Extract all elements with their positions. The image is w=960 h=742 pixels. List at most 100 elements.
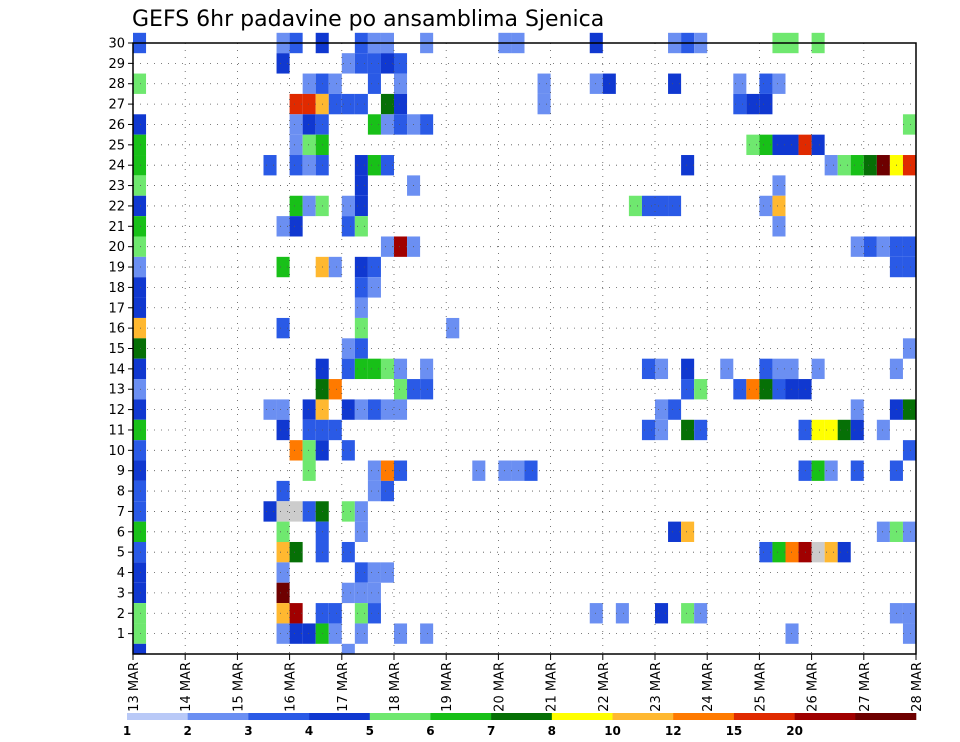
heatmap-cell [133, 155, 147, 176]
heatmap-cell [367, 155, 381, 176]
y-tick-label: 26 [108, 118, 125, 133]
heatmap-cell [394, 93, 408, 115]
heatmap-cell [394, 73, 408, 94]
heatmap-cell [354, 603, 368, 624]
y-tick-label: 17 [108, 301, 125, 316]
heatmap-cell [380, 480, 394, 502]
heatmap-cell [133, 562, 147, 583]
heatmap-cell [420, 114, 434, 135]
y-tick-label: 14 [108, 362, 125, 377]
heatmap-cell [420, 623, 434, 644]
heatmap-cell [876, 419, 890, 441]
heatmap-cell [302, 155, 316, 176]
heatmap-cell [328, 603, 342, 624]
heatmap-cell [341, 358, 355, 380]
x-tick-label: 16 MAR [284, 662, 299, 712]
x-tick-label: 20 MAR [492, 662, 507, 712]
heatmap-cell [394, 53, 408, 74]
heatmap-cell [341, 541, 355, 563]
y-tick-label: 2 [117, 607, 125, 622]
heatmap-cell [380, 460, 394, 481]
heatmap-cell [759, 134, 773, 156]
heatmap-cell [772, 379, 786, 400]
y-tick-label: 20 [108, 240, 125, 255]
heatmap-cell [133, 256, 147, 278]
heatmap-cell [276, 623, 290, 644]
heatmap-cell [380, 155, 394, 176]
heatmap-cell [902, 338, 916, 359]
heatmap-cell [354, 358, 368, 380]
heatmap-cell [785, 358, 799, 380]
heatmap-cell [263, 501, 277, 522]
heatmap-cell [354, 277, 368, 298]
heatmap-cell [759, 195, 773, 217]
heatmap-cell [759, 379, 773, 400]
heatmap-cell [276, 317, 290, 339]
y-tick-label: 28 [108, 77, 125, 92]
heatmap-cell [354, 317, 368, 339]
heatmap-cell [446, 317, 460, 339]
heatmap-cell [811, 134, 825, 156]
colorbar-segment [309, 713, 371, 720]
y-tick-label: 25 [108, 138, 125, 153]
y-tick-label: 29 [108, 57, 125, 72]
heatmap-cell [276, 399, 290, 420]
heatmap-cell [394, 114, 408, 135]
heatmap-cell [341, 216, 355, 237]
y-axis-ticks: 1234567891011121314151617181920212223242… [108, 37, 133, 642]
heatmap-cell [641, 419, 655, 441]
heatmap-cell [511, 460, 525, 481]
heatmap-cell [772, 134, 786, 156]
heatmap-cell [759, 358, 773, 380]
heatmap-cell [837, 541, 851, 563]
heatmap-cell [380, 114, 394, 135]
heatmap-cell [902, 603, 916, 624]
heatmap-cell [354, 195, 368, 217]
heatmap-cell [772, 195, 786, 217]
y-tick-label: 18 [108, 281, 125, 296]
colorbar-segment [248, 713, 310, 720]
heatmap-cell [341, 440, 355, 461]
y-tick-label: 1 [117, 627, 125, 642]
heatmap-cell [302, 134, 316, 156]
heatmap-cell [289, 155, 303, 176]
heatmap-cell [367, 53, 381, 74]
heatmap-cell [811, 358, 825, 380]
y-tick-label: 3 [117, 586, 125, 601]
heatmap-cell [367, 480, 381, 502]
heatmap-cell [772, 358, 786, 380]
heatmap-cell [367, 582, 381, 604]
chart-title: GEFS 6hr padavine po ansamblima Sjenica [132, 7, 604, 32]
heatmap-cell [133, 582, 147, 604]
heatmap-cell [328, 419, 342, 441]
colorbar-label: 20 [786, 724, 803, 738]
heatmap-cell [354, 216, 368, 237]
y-tick-label: 6 [117, 525, 125, 540]
colorbar-label: 12 [665, 724, 682, 738]
heatmap-cell [681, 155, 695, 176]
heatmap-cell [289, 114, 303, 135]
heatmap-cell [850, 419, 864, 441]
colorbar-label: 8 [548, 724, 556, 738]
heatmap-cell [263, 399, 277, 420]
heatmap-cell [302, 501, 316, 522]
heatmap-cell [876, 521, 890, 542]
heatmap-cell [133, 317, 147, 339]
heatmap-cell [380, 236, 394, 257]
y-tick-label: 16 [108, 322, 125, 337]
heatmap-cell [759, 541, 773, 563]
y-tick-label: 23 [108, 179, 125, 194]
heatmap-cell [746, 93, 760, 115]
colorbar-label: 1 [123, 724, 131, 738]
heatmap-cell [380, 562, 394, 583]
y-tick-label: 22 [108, 199, 125, 214]
heatmap-cell [133, 114, 147, 135]
heatmap-cell [354, 256, 368, 278]
heatmap-cell [354, 53, 368, 74]
colorbar-label: 4 [305, 724, 313, 738]
x-tick-label: 25 MAR [753, 662, 768, 712]
x-tick-label: 21 MAR [545, 662, 560, 712]
heatmap-cell [133, 236, 147, 257]
heatmap-cell [394, 460, 408, 481]
heatmap-cell [276, 582, 290, 604]
